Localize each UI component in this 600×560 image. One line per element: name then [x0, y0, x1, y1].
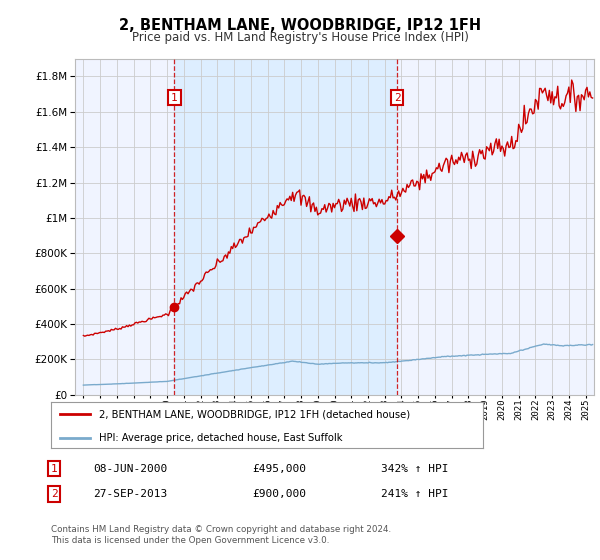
Text: 08-JUN-2000: 08-JUN-2000 [93, 464, 167, 474]
Text: 2, BENTHAM LANE, WOODBRIDGE, IP12 1FH: 2, BENTHAM LANE, WOODBRIDGE, IP12 1FH [119, 18, 481, 33]
Text: 27-SEP-2013: 27-SEP-2013 [93, 489, 167, 499]
Text: £900,000: £900,000 [252, 489, 306, 499]
Text: 342% ↑ HPI: 342% ↑ HPI [381, 464, 449, 474]
Text: 2, BENTHAM LANE, WOODBRIDGE, IP12 1FH (detached house): 2, BENTHAM LANE, WOODBRIDGE, IP12 1FH (d… [98, 409, 410, 419]
Text: 241% ↑ HPI: 241% ↑ HPI [381, 489, 449, 499]
Text: HPI: Average price, detached house, East Suffolk: HPI: Average price, detached house, East… [98, 433, 342, 443]
Text: £495,000: £495,000 [252, 464, 306, 474]
Text: 1: 1 [50, 464, 58, 474]
Text: 2: 2 [394, 93, 400, 102]
Text: Price paid vs. HM Land Registry's House Price Index (HPI): Price paid vs. HM Land Registry's House … [131, 31, 469, 44]
Text: 2: 2 [50, 489, 58, 499]
Text: Contains HM Land Registry data © Crown copyright and database right 2024.
This d: Contains HM Land Registry data © Crown c… [51, 525, 391, 545]
Bar [175, 59, 397, 395]
Text: 1: 1 [171, 93, 178, 102]
